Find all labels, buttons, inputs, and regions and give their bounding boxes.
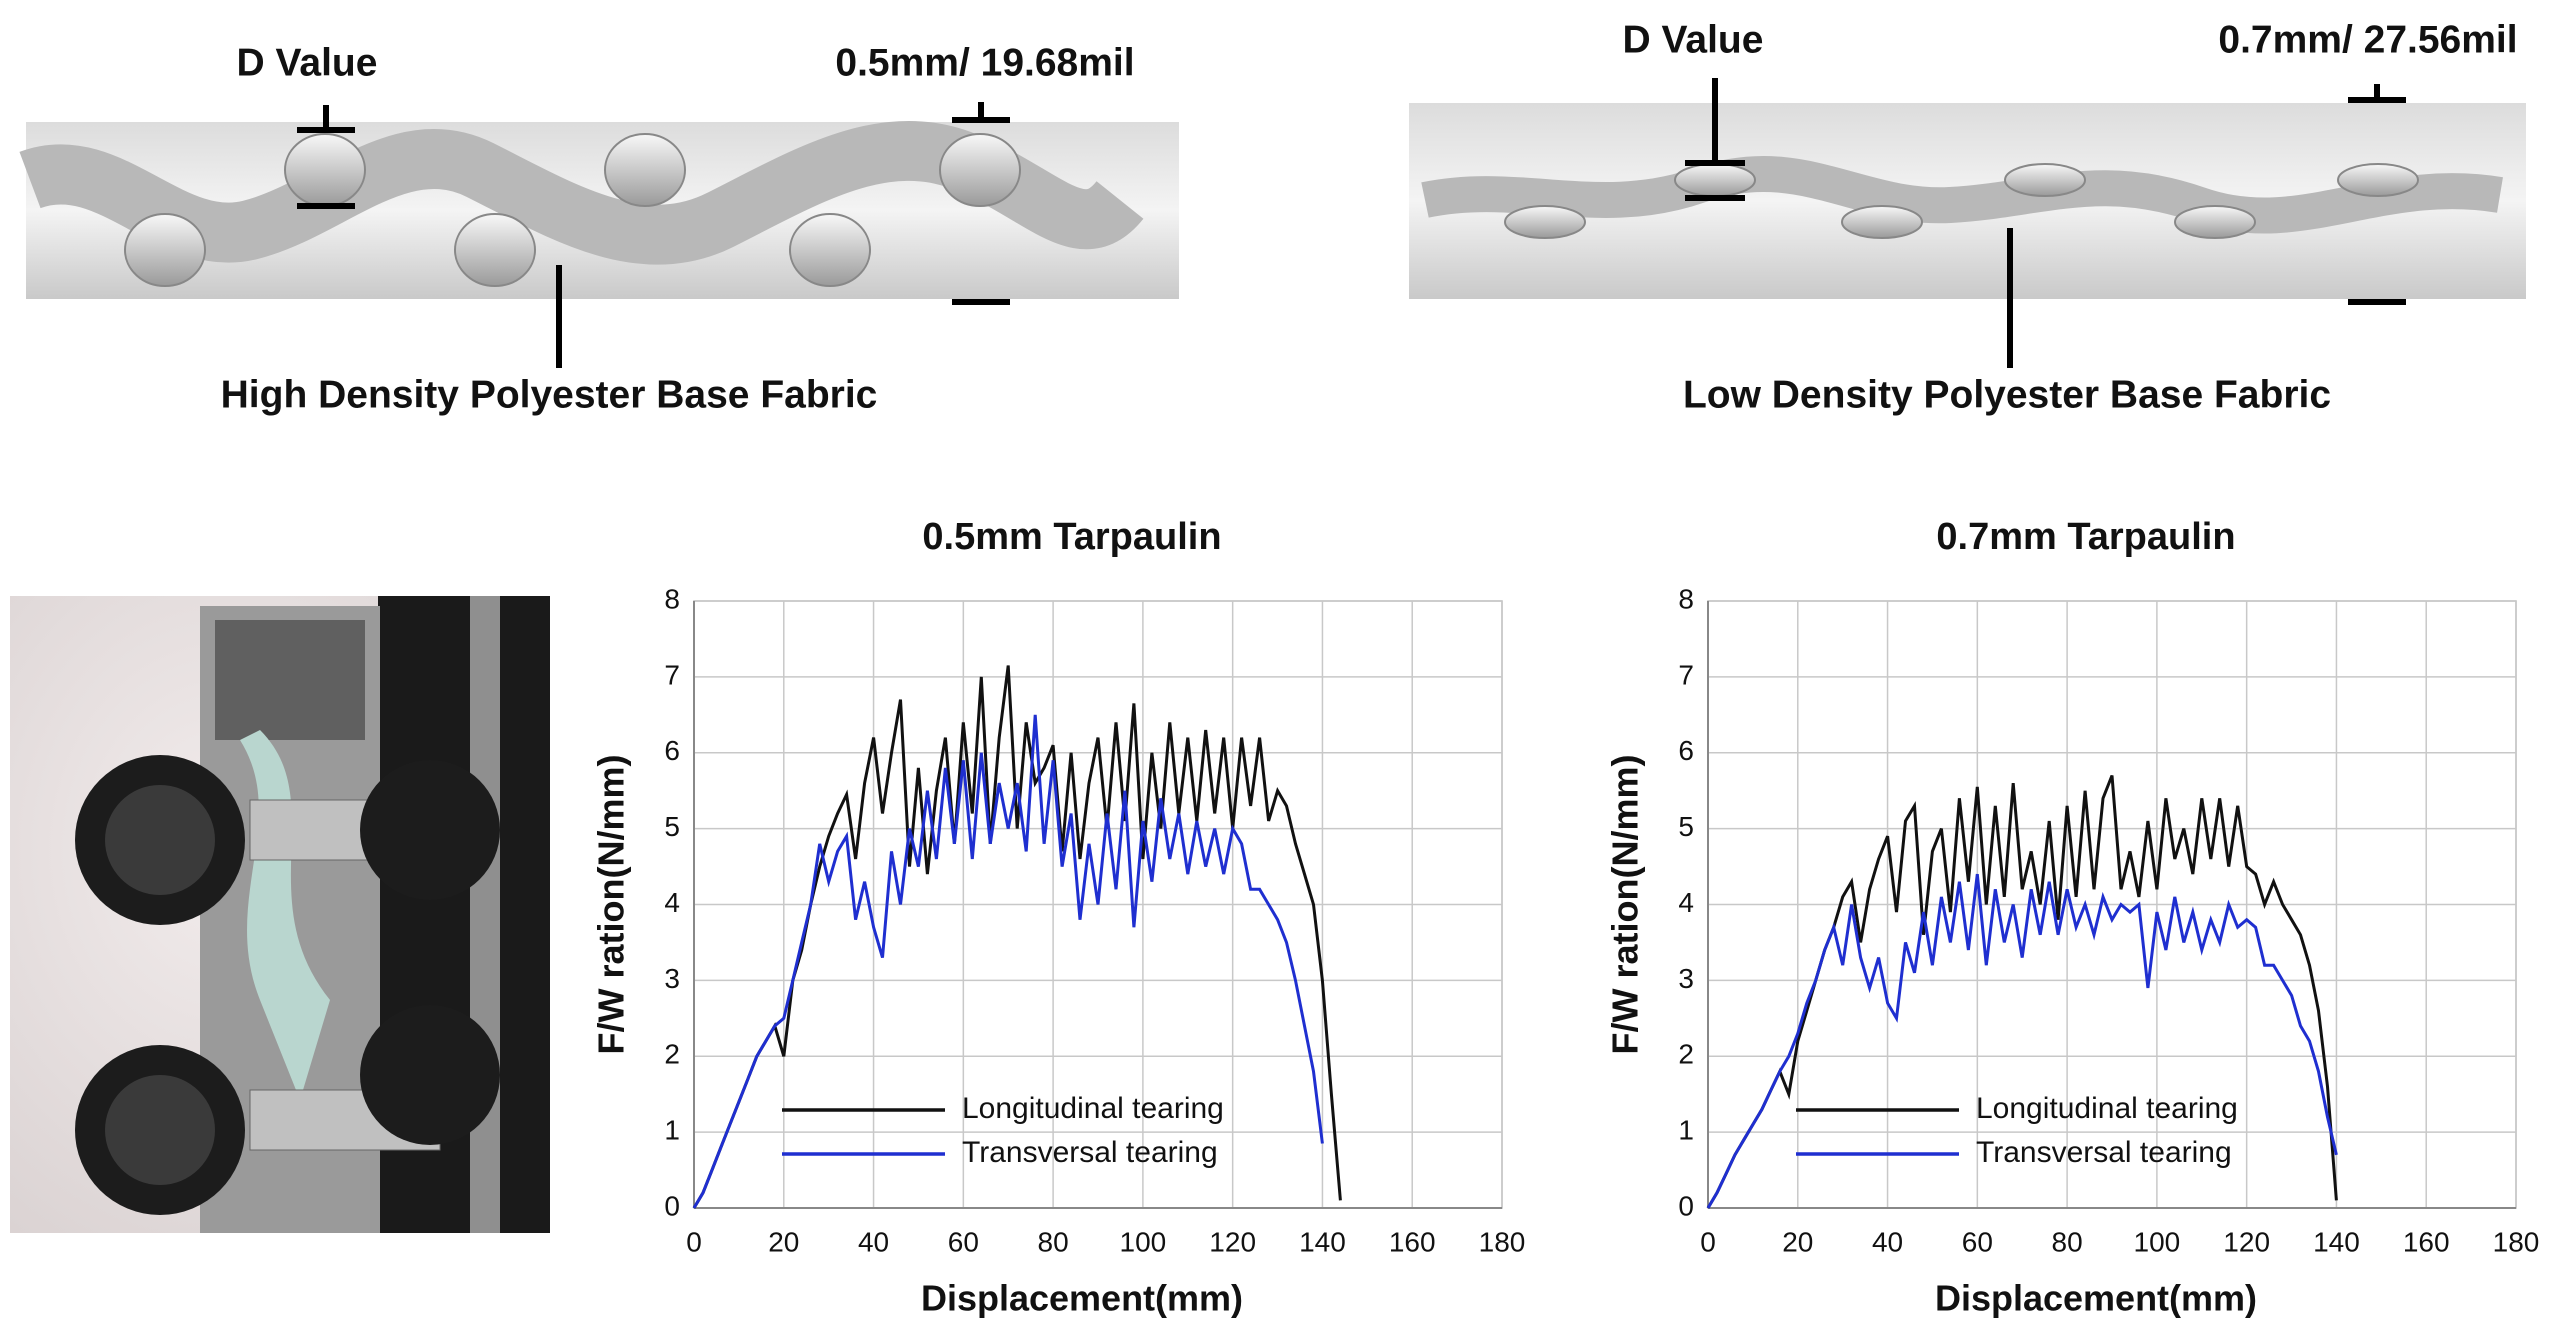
- y-tick-label: 4: [1678, 887, 1694, 918]
- y-tick-label: 6: [664, 735, 680, 766]
- x-tick-label: 20: [1782, 1226, 1813, 1257]
- y-axis-label: F/W ration(N/mm): [1605, 755, 1646, 1055]
- y-tick-label: 5: [1678, 811, 1694, 842]
- y-tick-label: 7: [664, 659, 680, 690]
- y-tick-label: 2: [664, 1039, 680, 1070]
- y-tick-label: 1: [1678, 1115, 1694, 1146]
- chart-title: 0.5mm Tarpaulin: [922, 516, 1221, 558]
- y-axis-label: F/W ration(N/mm): [591, 755, 632, 1055]
- thickness-label: 0.5mm/ 19.68mil: [835, 41, 1134, 84]
- x-tick-label: 140: [1299, 1226, 1346, 1257]
- x-tick-label: 0: [686, 1226, 702, 1257]
- x-tick-label: 120: [2223, 1226, 2270, 1257]
- x-tick-label: 120: [1209, 1226, 1256, 1257]
- y-tick-label: 7: [1678, 659, 1694, 690]
- d-value-label: D Value: [1623, 18, 1764, 61]
- y-tick-label: 3: [1678, 963, 1694, 994]
- x-tick-label: 180: [1479, 1226, 1526, 1257]
- x-tick-label: 80: [1038, 1226, 1069, 1257]
- x-axis-label: Displacement(mm): [921, 1278, 1243, 1319]
- x-tick-label: 80: [2052, 1226, 2083, 1257]
- x-tick-label: 100: [1120, 1226, 1167, 1257]
- y-tick-label: 1: [664, 1115, 680, 1146]
- x-tick-label: 160: [2403, 1226, 2450, 1257]
- fabric-caption: Low Density Polyester Base Fabric: [1683, 373, 2331, 416]
- y-tick-label: 0: [1678, 1190, 1694, 1221]
- data-line: [1706, 873, 2338, 1209]
- data-line: [692, 714, 1324, 1209]
- y-tick-label: 8: [1678, 583, 1694, 614]
- d-value-label: D Value: [237, 41, 378, 84]
- legend-label: Longitudinal tearing: [1976, 1092, 2238, 1125]
- y-tick-label: 5: [664, 811, 680, 842]
- chart-title: 0.7mm Tarpaulin: [1936, 516, 2235, 558]
- y-tick-label: 3: [664, 963, 680, 994]
- legend-label: Transversal tearing: [1976, 1136, 2232, 1169]
- y-tick-label: 2: [1678, 1039, 1694, 1070]
- x-tick-label: 40: [1872, 1226, 1903, 1257]
- y-tick-label: 0: [664, 1190, 680, 1221]
- x-tick-label: 140: [2313, 1226, 2360, 1257]
- legend-label: Transversal tearing: [962, 1136, 1218, 1169]
- x-tick-label: 40: [858, 1226, 889, 1257]
- fabric-diagram-high: [19, 102, 1179, 368]
- y-tick-label: 4: [664, 887, 680, 918]
- y-tick-label: 6: [1678, 735, 1694, 766]
- x-tick-label: 60: [1962, 1226, 1993, 1257]
- fabric-diagram-low: [1409, 78, 2526, 368]
- x-tick-label: 0: [1700, 1226, 1716, 1257]
- x-tick-label: 60: [948, 1226, 979, 1257]
- test-photo: [10, 596, 550, 1233]
- y-tick-label: 8: [664, 583, 680, 614]
- legend-label: Longitudinal tearing: [962, 1092, 1224, 1125]
- fabric-caption: High Density Polyester Base Fabric: [221, 373, 878, 416]
- x-tick-label: 20: [768, 1226, 799, 1257]
- x-axis-label: Displacement(mm): [1935, 1278, 2257, 1319]
- thickness-label: 0.7mm/ 27.56mil: [2218, 18, 2517, 61]
- x-tick-label: 160: [1389, 1226, 1436, 1257]
- x-tick-label: 180: [2493, 1226, 2540, 1257]
- x-tick-label: 100: [2134, 1226, 2181, 1257]
